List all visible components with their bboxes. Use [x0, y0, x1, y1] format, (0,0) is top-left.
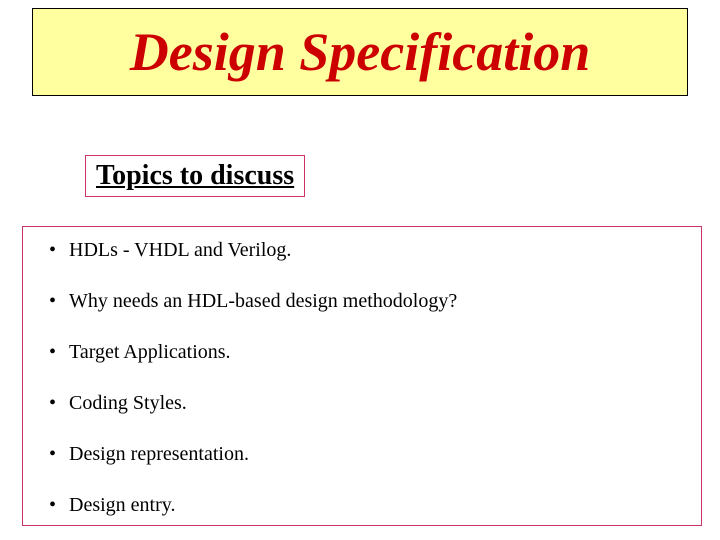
- title-text: Design Specification: [130, 21, 590, 83]
- list-item: HDLs - VHDL and Verilog.: [41, 239, 683, 262]
- title-banner: Design Specification: [32, 8, 688, 96]
- bullets-container: HDLs - VHDL and Verilog. Why needs an HD…: [22, 226, 702, 526]
- subtitle-text: Topics to discuss: [96, 160, 294, 191]
- list-item: Coding Styles.: [41, 392, 683, 415]
- list-item: Design entry.: [41, 494, 683, 517]
- list-item: Design representation.: [41, 443, 683, 466]
- subtitle-box: Topics to discuss: [85, 155, 305, 197]
- bullets-list: HDLs - VHDL and Verilog. Why needs an HD…: [41, 239, 683, 517]
- list-item: Target Applications.: [41, 341, 683, 364]
- list-item: Why needs an HDL-based design methodolog…: [41, 290, 683, 313]
